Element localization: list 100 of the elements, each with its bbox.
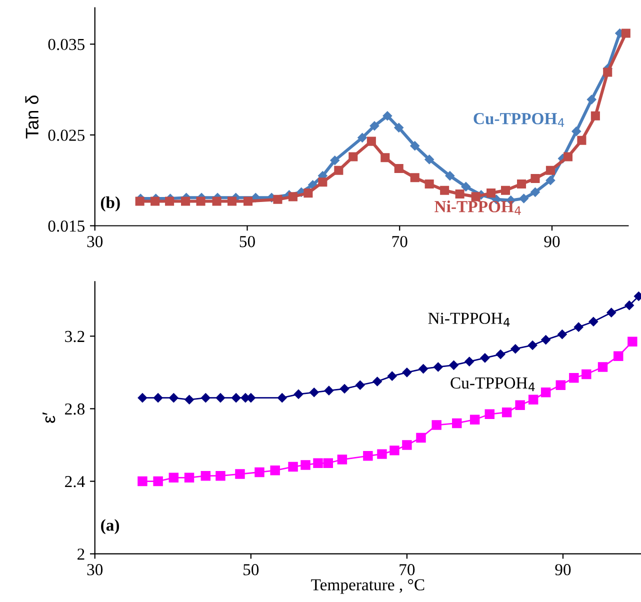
point [424, 179, 434, 188]
point [517, 179, 526, 188]
point [515, 400, 525, 410]
y-tick-label: 2 [78, 548, 84, 560]
point [380, 153, 390, 162]
point [569, 373, 579, 383]
point [277, 393, 287, 402]
point [382, 111, 392, 121]
point [169, 393, 178, 402]
series-label: Cu-TPPOH$_{4}$ [474, 113, 564, 127]
point [366, 136, 376, 146]
point [340, 384, 350, 394]
point [153, 476, 163, 486]
point [628, 336, 638, 346]
point [138, 476, 148, 486]
point [394, 123, 404, 132]
point [528, 340, 538, 350]
point [348, 152, 358, 162]
point [288, 192, 298, 202]
point [418, 364, 428, 374]
point [530, 188, 540, 197]
point [577, 136, 586, 145]
point [300, 460, 310, 470]
point [528, 394, 538, 405]
x-tick-label: 50 [244, 564, 259, 576]
point [598, 362, 608, 372]
x-tick-label: 70 [400, 564, 415, 576]
point [168, 472, 179, 483]
point [434, 362, 443, 372]
point [138, 393, 148, 402]
point [153, 393, 163, 402]
point [582, 369, 592, 380]
point [530, 174, 540, 184]
annotation: (b) [100, 196, 120, 212]
point [358, 133, 367, 142]
point [424, 154, 434, 164]
y-tick-label: 2.4 [65, 476, 85, 488]
point [270, 466, 280, 476]
point [410, 173, 420, 182]
point [496, 350, 506, 359]
point [363, 451, 373, 461]
point [216, 470, 226, 481]
point [150, 196, 160, 206]
point [334, 166, 344, 175]
point [470, 414, 480, 424]
point [455, 189, 464, 198]
point [324, 386, 334, 396]
y-tick-label: 0.015 [48, 220, 84, 232]
point [387, 371, 397, 381]
point [231, 393, 241, 402]
point [184, 395, 194, 404]
point [546, 176, 556, 185]
point [464, 356, 474, 366]
point [243, 196, 253, 206]
point [445, 171, 455, 180]
point [216, 393, 226, 402]
point [330, 156, 340, 165]
annotation: (a) [101, 519, 120, 534]
point [196, 196, 206, 206]
point [370, 121, 380, 130]
point [486, 188, 496, 198]
point [304, 188, 313, 198]
point [558, 330, 567, 339]
y-axis-title: ε′ [42, 412, 56, 423]
point [510, 344, 520, 354]
y-tick-label: 2.8 [65, 403, 85, 415]
point [501, 186, 510, 195]
y-tick-label: 0.035 [48, 38, 84, 50]
point [480, 353, 490, 363]
x-tick-label: 30 [87, 236, 103, 248]
point [288, 462, 298, 472]
x-tick-label: 70 [392, 236, 408, 248]
point [165, 196, 174, 206]
point [235, 469, 245, 479]
point [410, 141, 420, 150]
point [432, 420, 442, 430]
point [452, 418, 462, 428]
point [184, 472, 194, 483]
point [200, 470, 211, 481]
point [402, 368, 412, 378]
point [461, 182, 471, 192]
point [402, 440, 412, 450]
point [603, 68, 612, 77]
y-tick-label: 3.2 [65, 330, 84, 342]
point [390, 446, 400, 456]
point [201, 393, 210, 402]
point [546, 166, 555, 175]
point [337, 454, 348, 464]
series-label: Ni-TPPOH$_{4}$ [434, 200, 521, 215]
point [273, 194, 282, 204]
point [624, 300, 634, 310]
point [212, 196, 222, 206]
point [574, 322, 584, 332]
y-tick-label: 0.025 [48, 130, 84, 141]
point [254, 467, 264, 478]
point [588, 317, 598, 326]
point [519, 194, 528, 204]
point [484, 409, 495, 420]
point [449, 360, 458, 370]
point [318, 178, 328, 187]
